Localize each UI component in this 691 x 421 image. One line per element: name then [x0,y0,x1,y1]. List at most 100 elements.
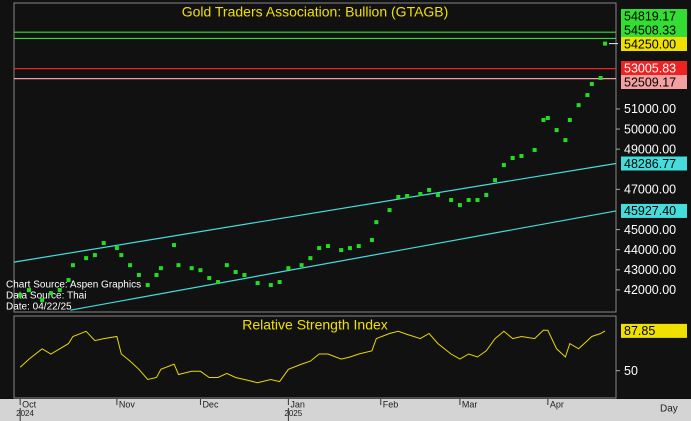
price-point [255,281,260,286]
y-tick-label: 42000.00 [624,283,676,297]
price-point [466,198,471,203]
price-point [57,288,62,293]
price-point [176,263,181,268]
y-tick-label: 45000.00 [624,223,676,237]
price-point [339,248,344,253]
price-point [589,82,594,87]
price-point [48,291,53,296]
price-point [387,208,392,213]
price-point [40,298,45,303]
price-point [493,178,498,183]
price-point [369,238,374,243]
price-point [484,192,489,197]
price-point [576,103,581,108]
rsi-y-tick-label: 50 [624,364,638,378]
price-point [66,278,71,283]
y-tick-label: 44000.00 [624,243,676,257]
price-point [405,193,410,198]
x-tick-label: Feb [383,399,399,409]
rsi-line [19,329,606,384]
trendline [13,162,617,263]
price-point [119,253,124,258]
price-point [158,266,163,271]
price-point [101,241,106,246]
x-tick-label: Nov [119,399,136,409]
price-point [418,191,423,196]
price-panel [13,2,617,313]
price-point [435,192,440,197]
y-tick-label: 51000.00 [624,102,676,116]
trendline [70,210,617,311]
price-point [26,288,31,293]
price-point [325,244,330,249]
price-point [233,269,238,274]
price-point [308,256,313,261]
level-label: 52509.17 [624,75,676,89]
level-label: 54819.17 [624,9,676,23]
level-label: 53005.83 [624,61,676,75]
y-tick-label: 47000.00 [624,183,676,197]
y-tick-label: 50000.00 [624,122,676,136]
price-point [545,115,550,120]
price-point [145,283,150,288]
price-point [198,268,203,273]
x-unit-label: Day [660,404,678,415]
level-label-box [621,23,687,37]
price-point [532,147,537,152]
x-tick-label: Dec [202,399,219,409]
price-point [396,195,401,200]
x-tick-label: Apr [550,399,564,409]
note: Date: 04/22/25 [6,302,72,313]
price-point [374,220,379,225]
trendline-label: 48286.77 [624,157,676,171]
price-point [70,263,75,268]
year-tick-label: 2024 [16,409,34,418]
rsi-last-label: 87.85 [624,324,655,338]
price-point [563,138,568,143]
price-point [299,263,304,268]
price-point [216,280,221,285]
level-label-box [621,9,687,23]
rsi-last-label-box [621,323,687,338]
price-point [154,273,159,278]
price-point [585,93,590,98]
price-point [457,203,462,208]
price-point [189,266,194,271]
year-tick-label: 2025 [284,409,302,418]
x-tick-label: Jan [290,399,305,409]
note: Data Source: Thai [6,291,86,302]
price-point [242,273,247,278]
price-point [356,244,361,249]
x-tick-label: Mar [462,399,478,409]
trendline-label-box [621,203,687,218]
last-price-label-box [621,37,687,51]
price-point [114,246,119,251]
x-tick-label: Oct [22,399,37,409]
level-label-box [621,75,687,89]
price-point [317,246,322,251]
y-tick-label: 49000.00 [624,142,676,156]
chart-title: Gold Traders Association: Bullion (GTAGB… [182,4,449,20]
rsi-title: Relative Strength Index [242,317,388,333]
trendline-label-box [621,156,687,171]
price-point [172,243,177,248]
level-label: 54508.33 [624,23,676,37]
price-point [567,118,572,123]
price-point [519,153,524,158]
price-point [347,246,352,251]
price-point [268,283,273,288]
price-point [18,293,23,298]
note: Chart Source: Aspen Graphics [6,280,141,291]
price-point [541,118,546,123]
price-point [92,253,97,258]
price-point [427,187,432,192]
price-point [475,198,480,203]
level-label-box [621,61,687,75]
price-point [449,198,454,203]
price-point [136,273,141,278]
y-tick-label: 43000.00 [624,263,676,277]
x-axis-band [0,399,691,421]
price-point [128,263,133,268]
price-point [277,280,282,285]
price-point [510,156,515,161]
